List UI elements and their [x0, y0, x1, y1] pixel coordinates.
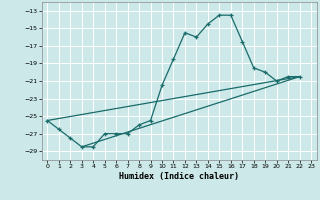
X-axis label: Humidex (Indice chaleur): Humidex (Indice chaleur) — [119, 172, 239, 181]
